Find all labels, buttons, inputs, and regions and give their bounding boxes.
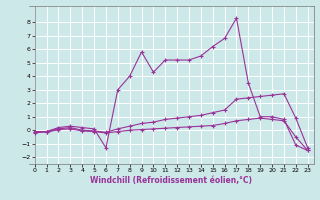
- X-axis label: Windchill (Refroidissement éolien,°C): Windchill (Refroidissement éolien,°C): [90, 176, 252, 185]
